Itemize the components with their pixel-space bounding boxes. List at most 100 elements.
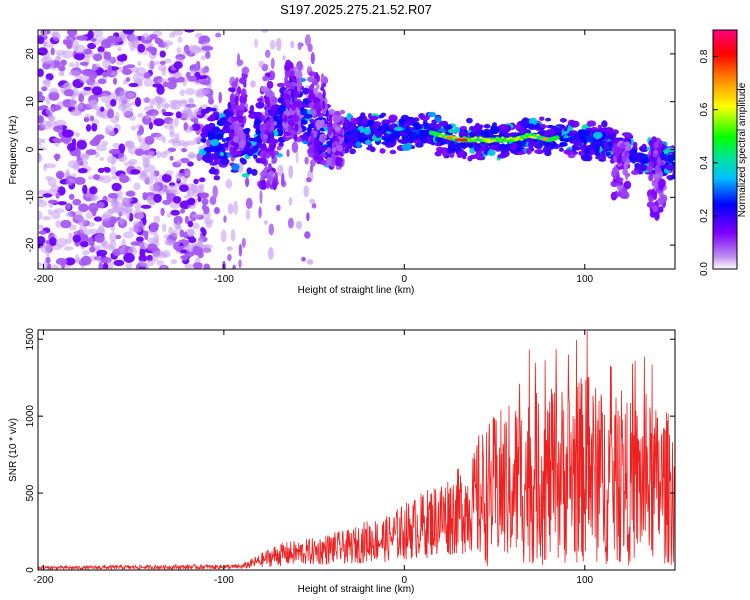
heatmap-cell-516 bbox=[183, 231, 188, 239]
heatmap-cell-2565 bbox=[259, 123, 266, 133]
heatmap-cell-798 bbox=[38, 111, 42, 117]
heatmap-cell-1457 bbox=[251, 168, 258, 176]
heatmap-cell-2065 bbox=[528, 117, 538, 126]
heatmap-cell-897 bbox=[66, 178, 74, 186]
heatmap-cell-143 bbox=[156, 260, 165, 266]
snr-x-ticks: -200 -100 0 100 bbox=[33, 330, 594, 586]
heatmap-cell-2612 bbox=[295, 70, 303, 80]
heatmap-cell-2736 bbox=[313, 96, 317, 104]
heatmap-cell-608 bbox=[110, 42, 120, 47]
heatmap-cell-2107 bbox=[219, 152, 224, 157]
heatmap-cell-889 bbox=[187, 197, 196, 206]
heatmap-cell-3051 bbox=[471, 137, 475, 141]
heatmap-cell-2813 bbox=[331, 146, 336, 153]
heatmap-cell-441 bbox=[192, 262, 203, 269]
heatmap-cell-659 bbox=[114, 36, 123, 43]
heatmap-cell-2673 bbox=[316, 83, 320, 90]
heatmap-cell-1222 bbox=[526, 147, 532, 155]
heatmap-cell-776 bbox=[51, 264, 59, 269]
heatmap-cell-790 bbox=[94, 233, 105, 243]
heatmap-cell-639 bbox=[118, 152, 125, 162]
heatmap-cell-895 bbox=[90, 37, 97, 42]
heatmap-cell-213 bbox=[169, 103, 178, 109]
heatmap-cell-3065 bbox=[509, 136, 513, 139]
heatmap-cell-2303 bbox=[469, 131, 477, 138]
heatmap-cell-365 bbox=[161, 67, 167, 76]
heatmap-cell-2350 bbox=[453, 126, 461, 134]
heatmap-cell-1122 bbox=[349, 148, 356, 155]
heatmap-cell-2401 bbox=[245, 141, 252, 149]
heatmap-cell-591 bbox=[163, 124, 174, 129]
heatmap-cell-523 bbox=[38, 36, 45, 45]
heatmap-cell-664 bbox=[89, 246, 96, 253]
heatmap-cell-133 bbox=[200, 55, 207, 60]
heatmap-cell-132 bbox=[184, 88, 196, 96]
heatmap-cell-358 bbox=[68, 193, 75, 200]
heatmap-cell-760 bbox=[101, 140, 109, 147]
heatmap-cell-2625 bbox=[282, 120, 290, 129]
heatmap-cell-572 bbox=[48, 88, 59, 94]
heatmap-cell-872 bbox=[162, 81, 169, 88]
heatmap-cell-5 bbox=[97, 46, 105, 53]
heatmap-cell-1317 bbox=[434, 150, 442, 157]
heatmap-cell-1811 bbox=[469, 154, 478, 159]
heatmap-cell-1958 bbox=[539, 116, 545, 121]
heatmap-cell-881 bbox=[93, 135, 102, 142]
heatmap-cell-404 bbox=[169, 155, 174, 161]
heatmap-cell-3074 bbox=[533, 136, 537, 139]
heatmap-cell-814 bbox=[73, 40, 79, 51]
bot-xtick-label-2: 0 bbox=[402, 575, 408, 586]
bot-ytick-label-2: 1000 bbox=[25, 405, 36, 428]
heatmap-cell-3060 bbox=[495, 136, 500, 139]
heatmap-cell-1973 bbox=[200, 137, 207, 143]
heatmap-cell-2224 bbox=[487, 149, 496, 156]
heatmap-cell-2312 bbox=[241, 173, 250, 178]
heatmap-cell-931 bbox=[258, 60, 265, 68]
heatmap-cell-2321 bbox=[563, 149, 573, 155]
heatmap-cell-2184 bbox=[669, 175, 675, 179]
heatmap-cell-2066 bbox=[442, 149, 448, 157]
heatmap-cell-643 bbox=[161, 173, 172, 183]
heatmap-cell-2194 bbox=[203, 146, 214, 152]
heatmap-cell-989 bbox=[237, 162, 244, 174]
bot-xtick-label-3: 100 bbox=[576, 575, 593, 586]
heatmap-cell-869 bbox=[38, 152, 41, 162]
heatmap-cell-926 bbox=[238, 243, 243, 257]
heatmap-cell-1054 bbox=[534, 149, 545, 155]
heatmap-cell-736 bbox=[106, 155, 118, 164]
heatmap-cell-610 bbox=[187, 153, 199, 158]
heatmap-cell-416 bbox=[125, 261, 133, 269]
heatmap-cell-210 bbox=[38, 142, 42, 147]
heatmap-cell-2315 bbox=[593, 143, 601, 152]
heatmap-cell-446 bbox=[97, 167, 105, 174]
heatmap-cell-831 bbox=[153, 250, 165, 257]
heatmap-cell-2951 bbox=[651, 136, 657, 144]
heatmap-cell-677 bbox=[144, 135, 155, 145]
heatmap-cell-773 bbox=[58, 124, 63, 133]
heatmap-cell-430 bbox=[176, 221, 181, 230]
heatmap-cell-2241 bbox=[631, 170, 640, 175]
heatmap-cell-734 bbox=[175, 172, 182, 181]
heatmap-cell-491 bbox=[113, 259, 125, 267]
heatmap-cell-2726 bbox=[314, 138, 320, 148]
heatmap-cell-919 bbox=[276, 37, 282, 51]
heatmap-cell-2818 bbox=[338, 152, 343, 157]
heatmap-cell-3040 bbox=[441, 132, 445, 135]
heatmap-cell-860 bbox=[65, 211, 73, 217]
heatmap-cell-398 bbox=[38, 115, 44, 124]
heatmap-cell-762 bbox=[43, 56, 53, 65]
heatmap-cell-818 bbox=[75, 254, 80, 264]
heatmap-cell-2645 bbox=[290, 103, 297, 111]
heatmap-cell-823 bbox=[125, 190, 136, 197]
heatmap-cell-933 bbox=[301, 256, 306, 262]
heatmap-cell-2610 bbox=[296, 64, 300, 70]
heatmap-cell-2282 bbox=[244, 127, 251, 133]
heatmap-cell-2949 bbox=[653, 191, 658, 200]
heatmap-cell-2651 bbox=[290, 70, 295, 77]
heatmap-cell-2978 bbox=[659, 171, 664, 178]
heatmap-cell-2143 bbox=[472, 124, 483, 132]
heatmap-cell-2337 bbox=[436, 146, 444, 153]
heatmap-cell-2484 bbox=[231, 103, 236, 110]
colorbar-tick-label-1: 0.2 bbox=[699, 209, 710, 223]
heatmap-cell-963 bbox=[215, 32, 222, 38]
